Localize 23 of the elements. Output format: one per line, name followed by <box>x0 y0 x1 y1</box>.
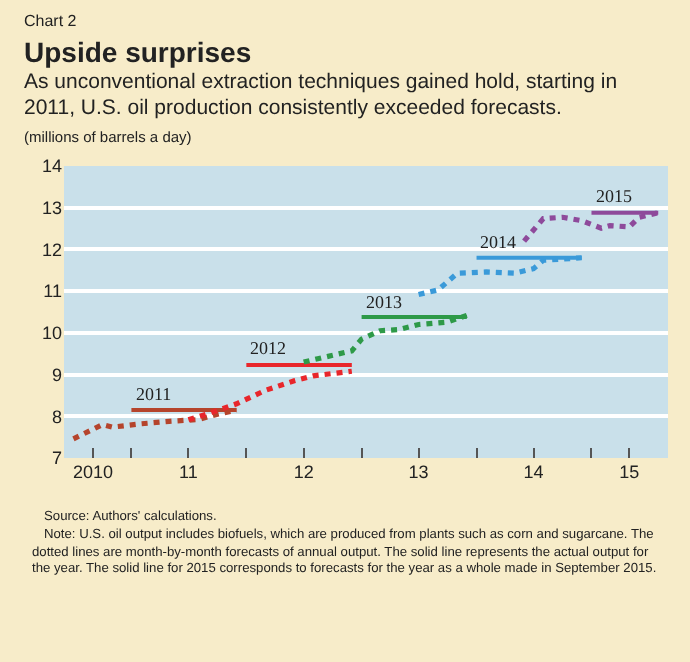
y-tick-label: 10 <box>41 323 62 344</box>
series-label: 2012 <box>250 338 286 358</box>
y-tick-label: 14 <box>41 156 62 177</box>
chart-subtitle: As unconventional extraction techniques gained hold, starting in 2011, U.S. oil production consistently exceeded forecasts. <box>24 70 620 122</box>
series-label: 2013 <box>366 292 403 312</box>
x-tick-label: 13 <box>408 462 429 482</box>
series-label: 2011 <box>136 384 172 404</box>
x-tick-label: 2010 <box>72 462 114 482</box>
y-tick-label: 8 <box>51 406 62 427</box>
y-tick-label: 13 <box>41 198 62 219</box>
y-tick-label: 7 <box>51 448 62 469</box>
x-tick-label: 14 <box>523 462 544 482</box>
series-label: 2014 <box>480 232 517 252</box>
y-tick-label: 11 <box>43 281 62 302</box>
x-tick-label: 11 <box>179 462 198 482</box>
chart-title: Upside surprises <box>24 36 254 68</box>
line-series <box>185 368 355 423</box>
series-label: 2015 <box>596 186 633 206</box>
y-tick-label: 12 <box>41 239 62 260</box>
y-tick-label: 9 <box>51 364 62 385</box>
x-tick-label: 15 <box>619 462 640 482</box>
caption: Chart 2 <box>24 12 79 30</box>
x-tick-label: 12 <box>293 462 314 482</box>
